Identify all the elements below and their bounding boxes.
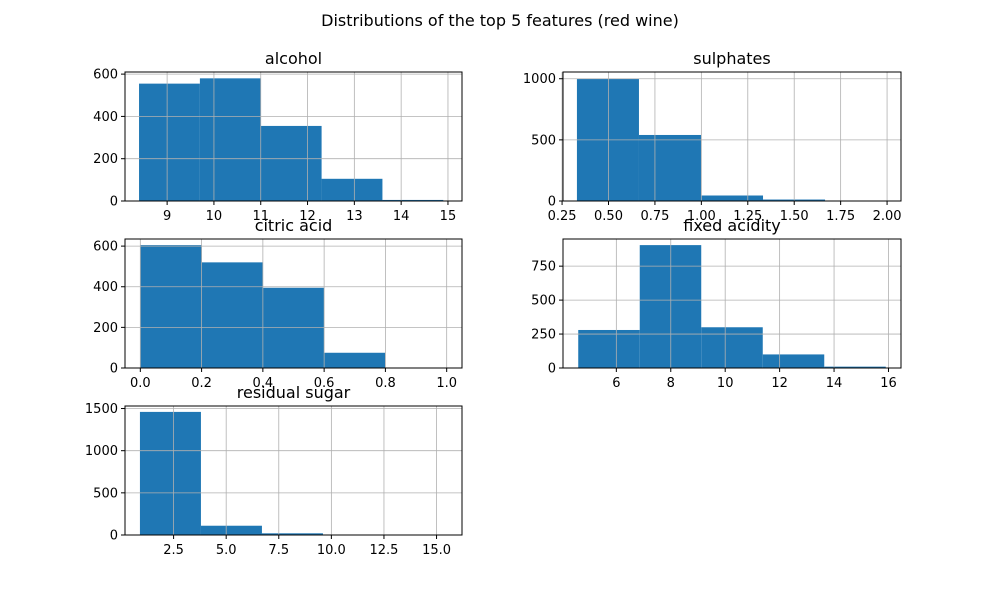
residual-sugar-x-tick-label: 5.0	[216, 543, 237, 558]
alcohol-bar-4	[321, 178, 383, 201]
residual-sugar-bar-1	[139, 411, 201, 535]
citric-acid-x-tick-label: 0.0	[130, 376, 151, 391]
fixed-acidity-x-tick-label: 12	[771, 376, 788, 391]
citric-acid-bar-1	[140, 245, 202, 368]
sulphates-y-tick-label: 1000	[523, 72, 556, 87]
citric-acid-x-tick-label: 0.2	[191, 376, 212, 391]
sulphates-x-tick-label: 1.50	[780, 209, 809, 224]
residual-sugar-x-tick-label: 12.5	[369, 543, 398, 558]
sulphates-bar-2	[638, 134, 701, 201]
fixed-acidity-y-tick-label: 750	[531, 260, 556, 275]
histogram-sulphates: 0.25 0.50 0.75 1.00 1.25 1.50 1.75 2.00 0 500 1000…	[523, 49, 902, 224]
citric-acid-y-tick-label: 600	[93, 240, 118, 255]
alcohol-bar-3	[260, 125, 322, 201]
fixed-acidity-bar-5	[824, 366, 886, 368]
sulphates-title: sulphates	[693, 49, 770, 68]
residual-sugar-y-tick-label: 0	[110, 529, 118, 544]
sulphates-x-tick-label: 0.25	[548, 209, 577, 224]
fixed-acidity-bar-4	[762, 354, 825, 368]
residual-sugar-bar-3	[261, 533, 323, 535]
fixed-acidity-bar-1	[578, 329, 640, 368]
alcohol-title: alcohol	[265, 49, 322, 68]
fixed-acidity-y-tick-label: 500	[531, 294, 556, 309]
residual-sugar-y-tick-label: 500	[93, 486, 118, 501]
residual-sugar-x-tick-label: 2.5	[163, 543, 184, 558]
alcohol-bar-5	[382, 199, 444, 201]
fixed-acidity-x-tick-label: 16	[880, 376, 897, 391]
citric-acid-x-tick-label: 0.8	[375, 376, 396, 391]
residual-sugar-axes-frame	[124, 405, 463, 536]
citric-acid-x-tick-label: 1.0	[436, 376, 457, 391]
citric-acid-bar-4	[324, 352, 386, 368]
fixed-acidity-x-tick-label: 14	[826, 376, 843, 391]
alcohol-x-tick-label: 13	[346, 209, 363, 224]
fixed-acidity-x-tick-label: 8	[667, 376, 675, 391]
citric-acid-x-tick-label: 0.6	[314, 376, 335, 391]
alcohol-x-tick-label: 15	[440, 209, 457, 224]
alcohol-y-tick-label: 600	[93, 68, 118, 83]
sulphates-x-tick-label: 0.75	[640, 209, 669, 224]
alcohol-x-tick-label: 11	[252, 209, 269, 224]
alcohol-x-tick-label: 14	[393, 209, 410, 224]
citric-acid-axes-frame	[124, 238, 463, 369]
histogram-citric-acid: 0.0 0.2 0.4 0.6 0.8 1.0 0 200 400 600 citric acid	[93, 216, 463, 391]
residual-sugar-x-tick-label: 15.0	[422, 543, 451, 558]
citric-acid-bar-2	[201, 262, 263, 368]
residual-sugar-y-tick-label: 1500	[85, 402, 118, 417]
citric-acid-y-tick-label: 400	[93, 280, 118, 295]
sulphates-y-tick-label: 0	[548, 195, 556, 210]
residual-sugar-x-tick-label: 7.5	[268, 543, 289, 558]
alcohol-y-tick-label: 0	[110, 195, 118, 210]
sulphates-x-tick-label: 2.00	[873, 209, 902, 224]
sulphates-x-tick-label: 1.00	[687, 209, 716, 224]
sulphates-y-tick-label: 500	[531, 133, 556, 148]
fixed-acidity-x-tick-label: 6	[612, 376, 620, 391]
fixed-acidity-axes-frame	[562, 238, 902, 369]
citric-acid-bar-3	[262, 287, 325, 368]
residual-sugar-y-tick-label: 1000	[85, 444, 118, 459]
alcohol-bar-2	[199, 78, 261, 201]
sulphates-x-tick-label: 0.50	[594, 209, 623, 224]
residual-sugar-x-tick-label: 10.0	[317, 543, 346, 558]
alcohol-y-tick-label: 400	[93, 110, 118, 125]
fixed-acidity-y-tick-label: 0	[548, 362, 556, 377]
sulphates-x-tick-label: 1.25	[733, 209, 762, 224]
residual-sugar-bar-2	[200, 525, 262, 535]
histogram-fixed-acidity: 6 8 10 12 14 16 0 250 500 750 fixed acidity	[531, 216, 902, 391]
histogram-alcohol: 9 10 11 12 13 14 15 0 200 400 600 alcohol	[93, 49, 463, 224]
fixed-acidity-x-tick-label: 10	[717, 376, 734, 391]
alcohol-x-tick-label: 9	[163, 209, 171, 224]
fixed-acidity-y-tick-label: 250	[531, 328, 556, 343]
fixed-acidity-bar-3	[701, 327, 763, 368]
citric-acid-title: citric acid	[255, 216, 333, 235]
fixed-acidity-title: fixed acidity	[683, 216, 781, 235]
alcohol-axes-frame	[124, 71, 463, 202]
sulphates-x-tick-label: 1.75	[826, 209, 855, 224]
alcohol-x-tick-label: 10	[206, 209, 223, 224]
figure-title: Distributions of the top 5 features (red…	[321, 11, 679, 30]
citric-acid-x-tick-label: 0.4	[253, 376, 274, 391]
citric-acid-y-tick-label: 200	[93, 321, 118, 336]
residual-sugar-title: residual sugar	[237, 383, 351, 402]
histogram-residual-sugar: 2.5 5.0 7.5 10.0 12.5 15.0 0 500 1000 1500 residua…	[85, 383, 463, 558]
alcohol-x-tick-label: 12	[299, 209, 316, 224]
sulphates-bar-3	[700, 195, 764, 201]
sulphates-axes-frame	[562, 71, 902, 202]
citric-acid-y-tick-label: 0	[110, 362, 118, 377]
alcohol-bar-1	[139, 83, 200, 201]
alcohol-y-tick-label: 200	[93, 152, 118, 167]
